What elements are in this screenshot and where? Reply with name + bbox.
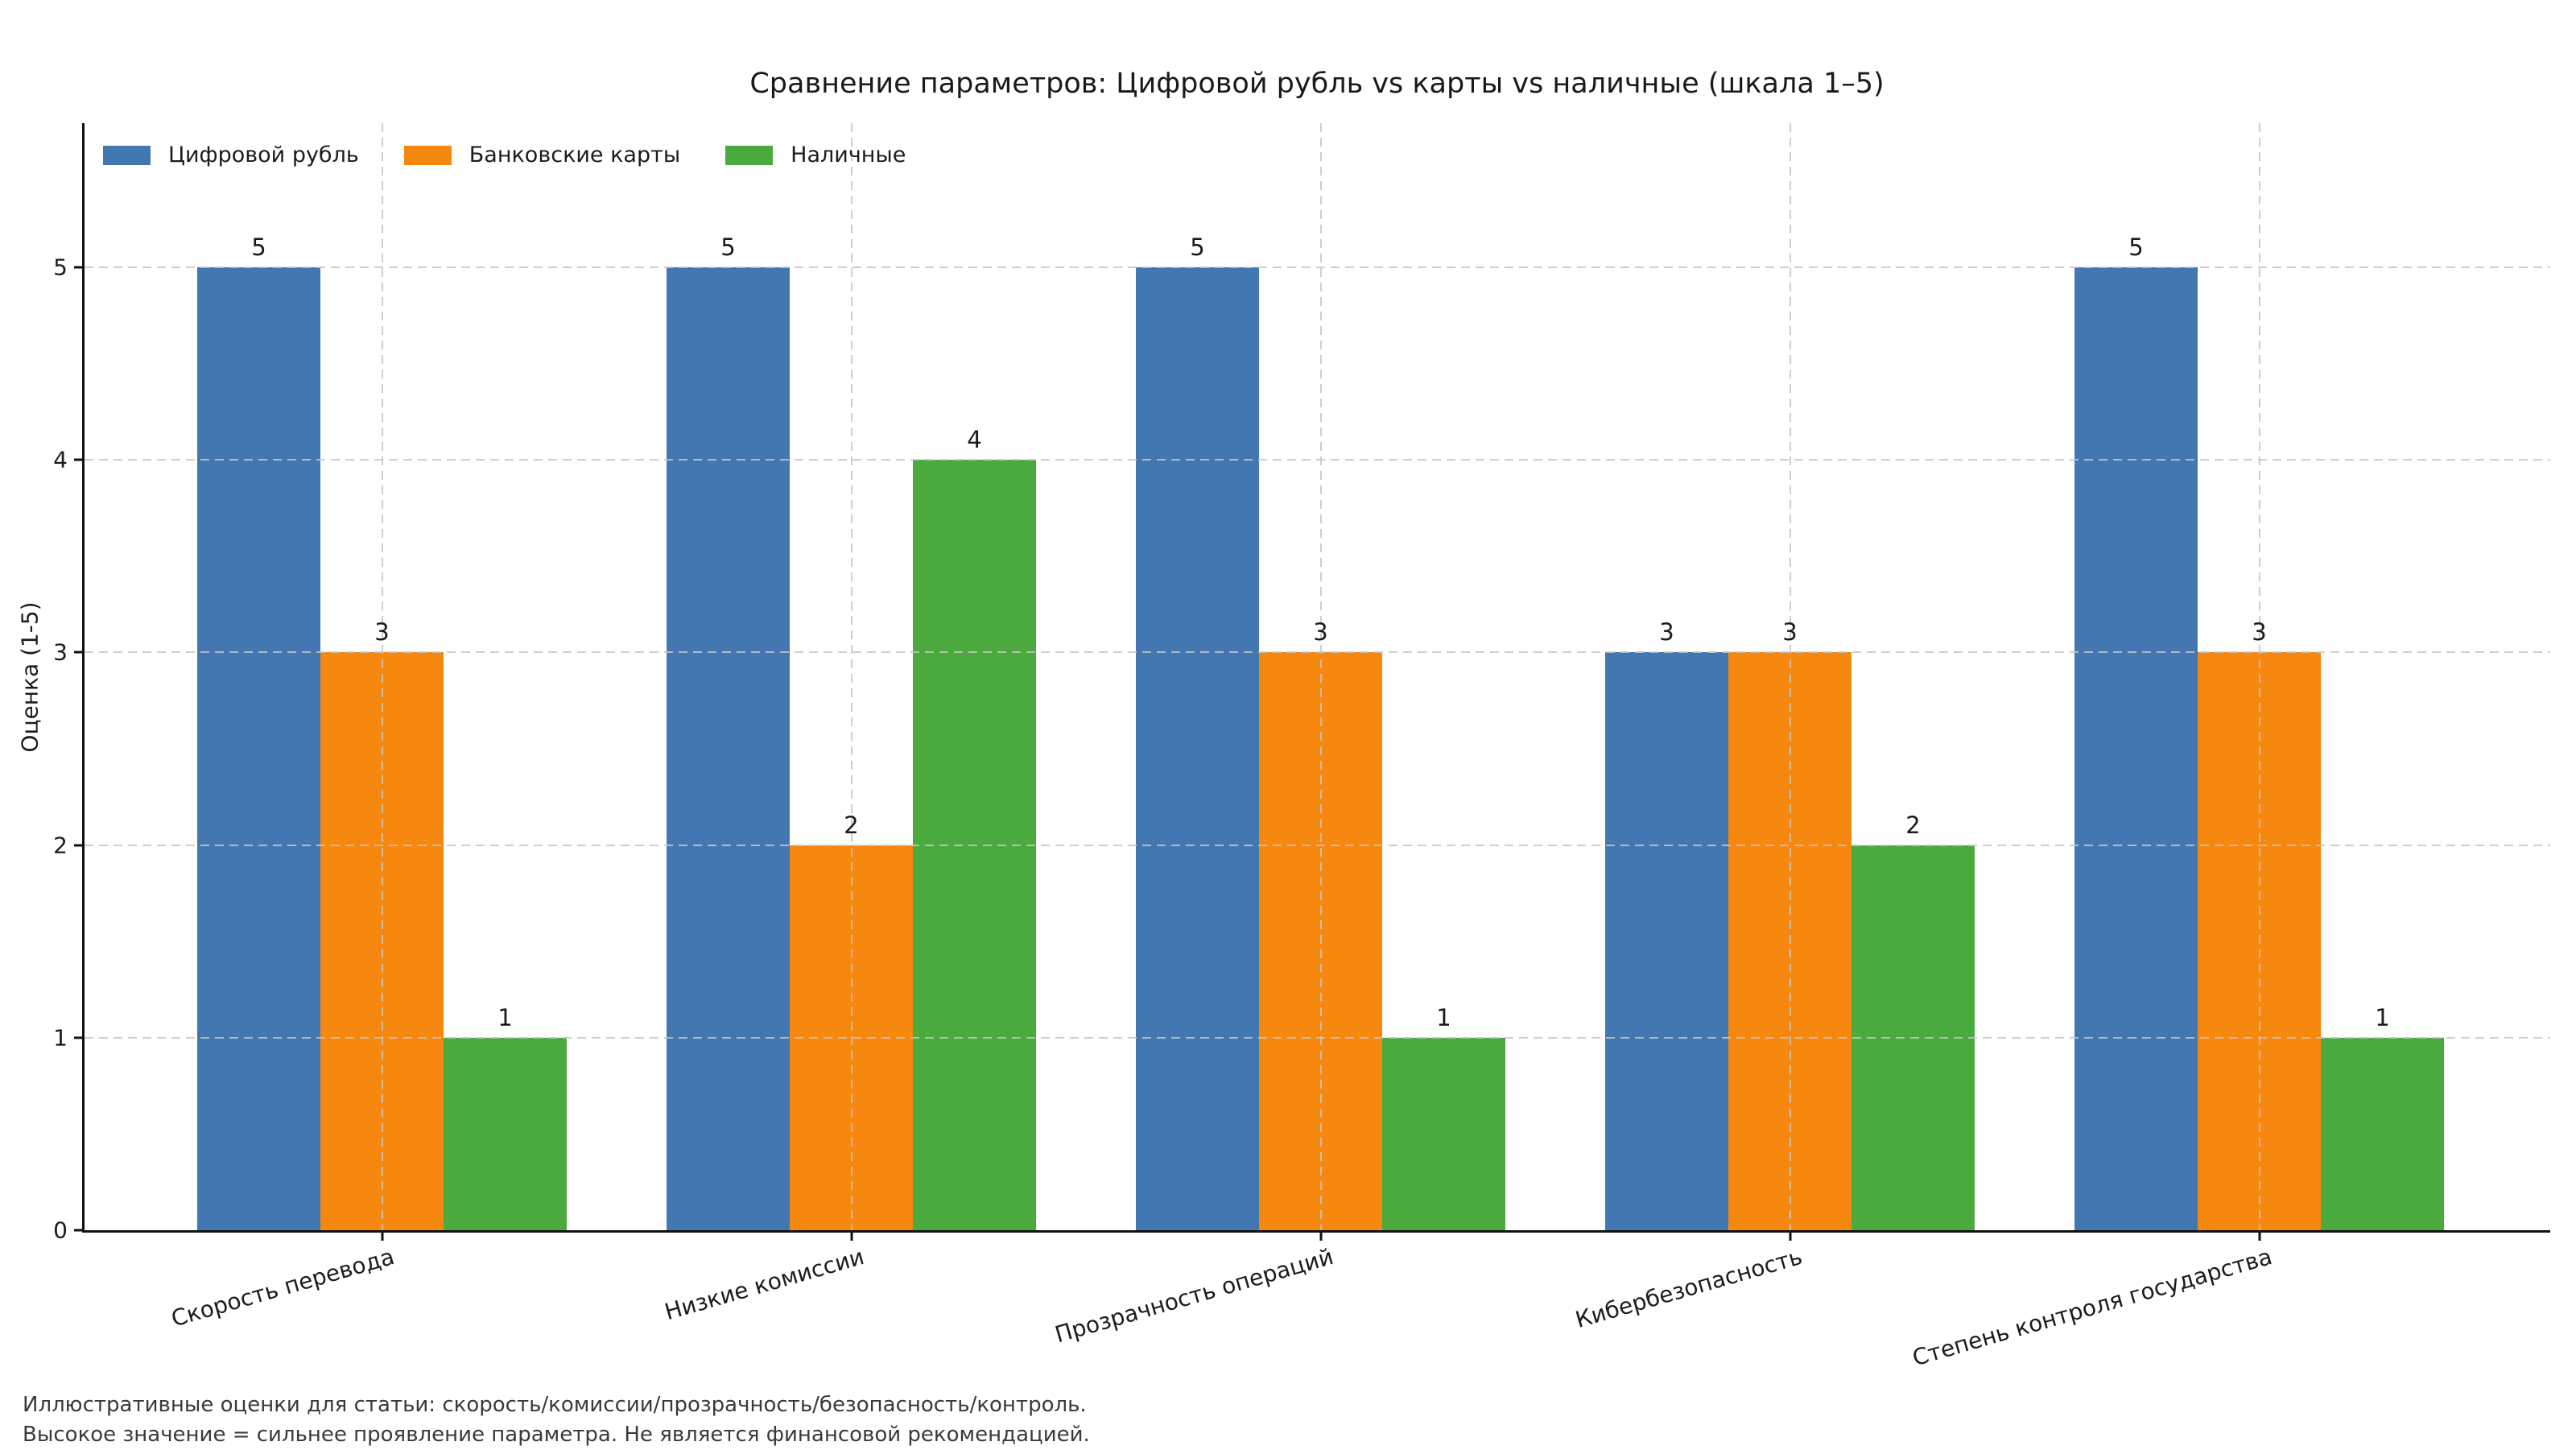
legend-label: Банковские карты [469,143,681,167]
legend-swatch [103,145,151,165]
bar-value-label: 5 [1190,233,1205,261]
x-tick-mark-1 [850,1230,852,1241]
bar-value-label: 1 [2375,1003,2390,1031]
bar-value-label: 1 [497,1003,513,1031]
legend-item: Цифровой рубль [103,143,359,167]
y-tick-mark-0 [74,1229,85,1232]
y-tick-mark-2 [74,844,85,847]
bar-group [147,123,617,1230]
y-tick-label-3: 3 [53,638,68,666]
gridline-x-3 [1789,123,1791,1230]
legend-swatch [725,145,774,165]
bar [1136,267,1259,1230]
y-tick-mark-4 [74,458,85,461]
bar [2321,1037,2444,1230]
legend: Цифровой рубль Банковские карты Наличные [103,143,906,167]
bar [197,267,320,1230]
y-tick-label-1: 1 [53,1024,68,1051]
bar-value-label: 1 [1436,1003,1451,1031]
gridline-x-0 [381,123,383,1230]
bar-value-label: 2 [1905,811,1921,839]
y-tick-label-4: 4 [53,446,68,473]
footnote-line-2: Высокое значение = сильнее проявление па… [23,1423,1090,1447]
gridline-y-3 [85,651,2550,654]
y-tick-label-0: 0 [53,1217,68,1244]
y-tick-label-2: 2 [53,832,68,859]
x-tick-mark-3 [1789,1230,1791,1241]
bar-value-label: 3 [1313,618,1328,647]
gridline-x-2 [1319,123,1322,1230]
bar [1382,1037,1505,1230]
x-tick-label: Низкие комиссии [661,1243,867,1326]
bar [444,1037,567,1230]
gridline-x-1 [850,123,852,1230]
x-tick-label: Кибербезопасность [1572,1243,1806,1334]
y-axis-spine [82,123,85,1230]
x-tick-label: Прозрачность операций [1051,1243,1336,1349]
bar-value-label: 5 [251,233,266,261]
x-tick-mark-2 [1319,1230,1322,1241]
gridline-y-5 [85,266,2550,268]
x-tick-mark-0 [381,1230,383,1241]
bar-value-label: 5 [720,233,736,261]
bar [667,267,790,1230]
y-tick-mark-5 [74,266,85,269]
gridline-y-4 [85,459,2550,461]
bar-group [2025,123,2494,1230]
gridline-y-2 [85,844,2550,846]
bar-value-label: 3 [2252,618,2267,647]
x-tick-mark-4 [2258,1230,2260,1241]
plot-area: Цифровой рубль Банковские карты Наличные 5… [53,123,2550,1371]
legend-label: Наличные [791,143,906,167]
legend-swatch [403,145,452,165]
footnote-line-1: Иллюстративные оценки для статьи: скорос… [23,1393,1087,1417]
y-tick-mark-3 [74,651,85,654]
y-axis-label: Оценка (1-5) [16,601,43,753]
y-tick-label-5: 5 [53,254,68,281]
bar-value-label: 3 [374,618,390,647]
bar [1605,652,1728,1230]
x-tick-label: Степень контроля государства [1909,1243,2275,1372]
gridline-y-1 [85,1036,2550,1039]
bar-value-label: 3 [1782,618,1798,647]
bar-value-label: 2 [844,811,859,839]
chart-title: Сравнение параметров: Цифровой рубль vs … [749,68,1885,100]
x-tick-label: Скорость перевода [168,1243,398,1332]
legend-item: Банковские карты [403,143,681,167]
bar-value-label: 5 [2128,233,2144,261]
legend-label: Цифровой рубль [168,143,359,167]
gridline-x-4 [2258,123,2260,1230]
bar [2074,267,2198,1230]
bar-value-label: 4 [967,426,982,454]
x-axis-spine [82,1230,2550,1233]
bar-value-label: 3 [1659,618,1674,647]
footnote: Иллюстративные оценки для статьи: скорос… [23,1390,1090,1450]
legend-item: Наличные [725,143,906,167]
y-tick-mark-1 [74,1036,85,1039]
